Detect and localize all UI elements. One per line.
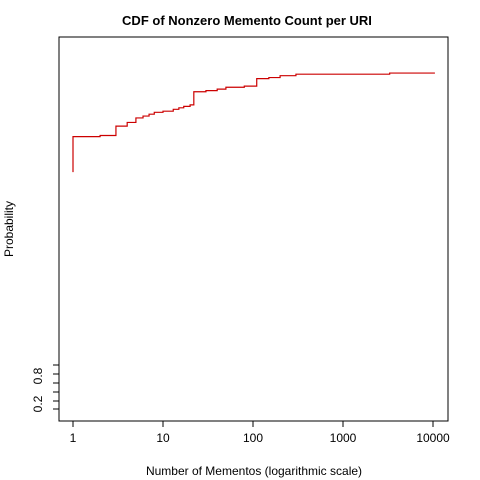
chart-title: CDF of Nonzero Memento Count per URI [122, 13, 372, 28]
x-tick-label: 10000 [416, 431, 450, 445]
x-axis: 1 10 100 1000 10000 [70, 421, 450, 445]
x-tick-label: 10 [156, 431, 170, 445]
x-axis-label: Number of Mementos (logarithmic scale) [146, 464, 362, 478]
y-axis-label: Probability [2, 201, 16, 257]
cdf-series-line [72, 72, 435, 173]
y-axis: 0.2 0.8 [31, 364, 60, 412]
series-layer [72, 72, 435, 173]
y-tick-label: 0.8 [31, 367, 45, 384]
x-tick-label: 1000 [330, 431, 357, 445]
plot-area-frame [58, 36, 449, 422]
x-tick-label: 100 [243, 431, 263, 445]
y-tick-label: 0.2 [31, 395, 45, 412]
x-tick-label: 1 [70, 431, 77, 445]
